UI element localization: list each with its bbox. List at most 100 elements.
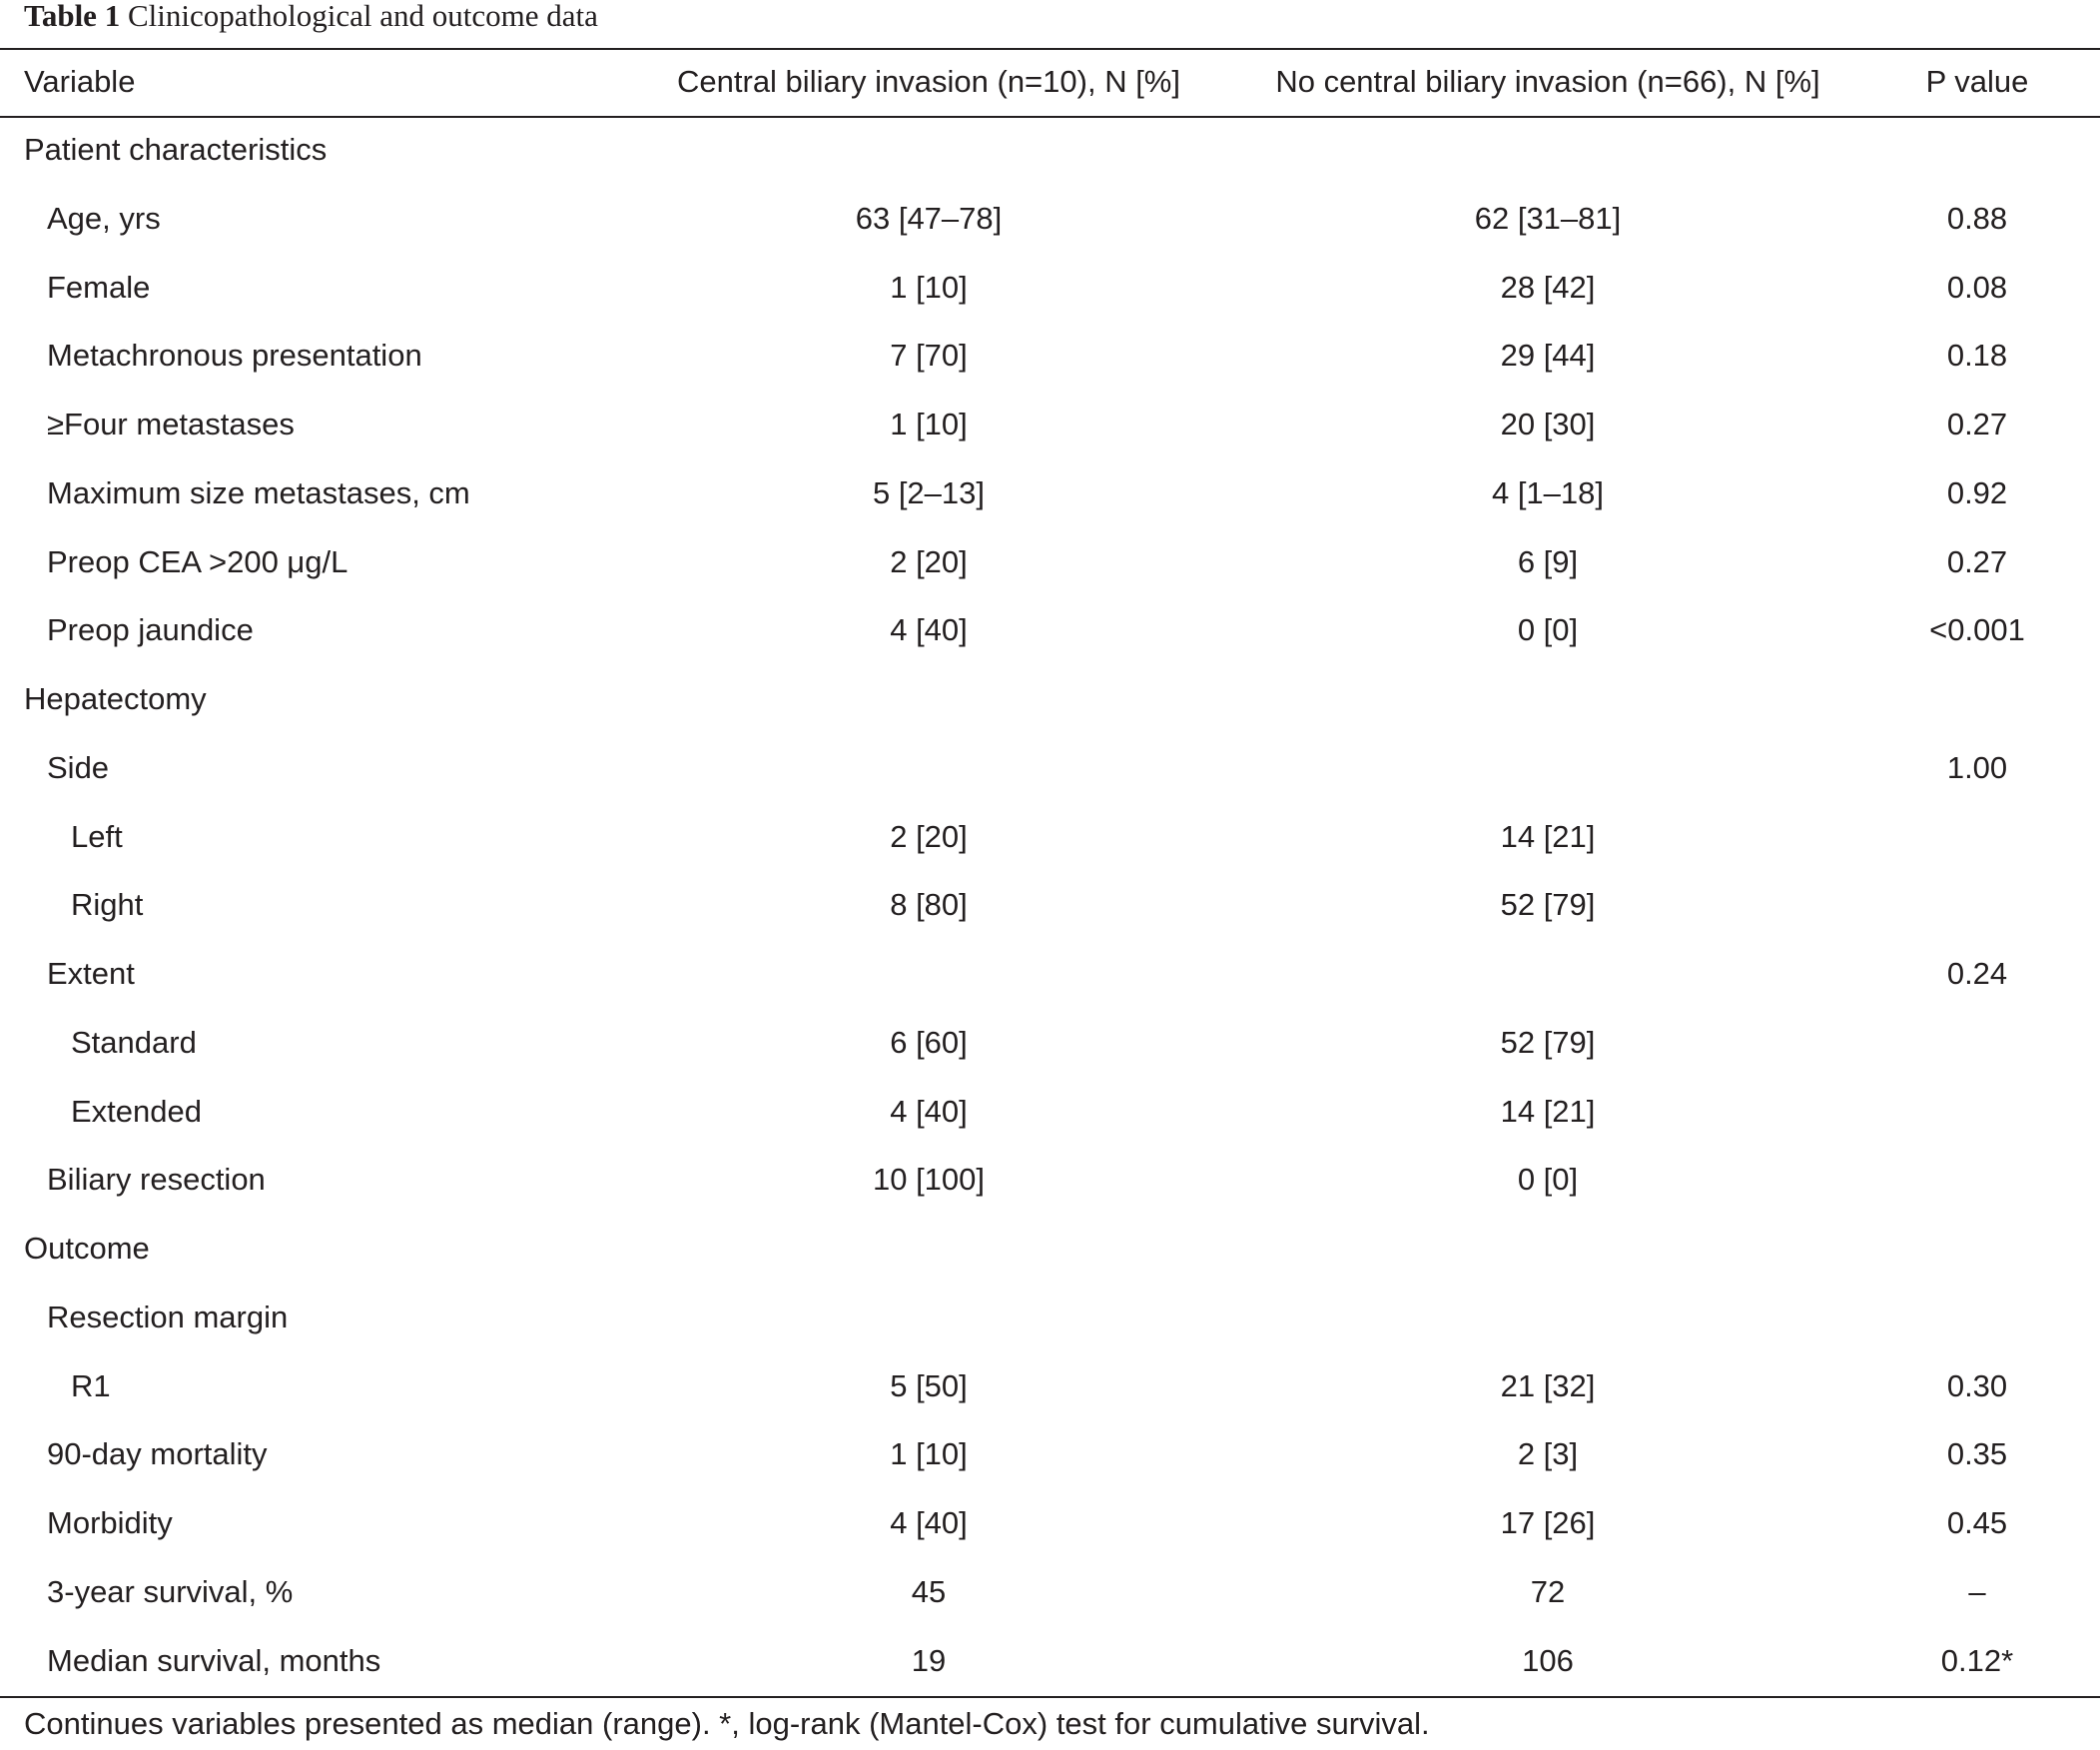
cell-no-central: 14 [21] xyxy=(1500,818,1596,854)
row-label: Left xyxy=(71,818,123,854)
cell-no-central: 0 [0] xyxy=(1517,1162,1579,1198)
row-label: Hepatectomy xyxy=(24,681,207,716)
cell-no-central: 72 xyxy=(1530,1573,1566,1609)
table-row: Extended 4 [40] 14 [21] xyxy=(0,1078,2100,1147)
cell-p-value: 0.27 xyxy=(1946,407,2008,441)
table-row: R1 5 [50] 21 [32] 0.30 xyxy=(0,1352,2100,1421)
cell-no-central: 14 [21] xyxy=(1500,1093,1596,1129)
top-rule xyxy=(0,48,2100,50)
cell-no-central: 6 [9] xyxy=(1517,543,1579,579)
table-row: Outcome xyxy=(0,1215,2100,1284)
cell-no-central: 17 [26] xyxy=(1500,1505,1596,1540)
cell-no-central: 4 [1–18] xyxy=(1491,474,1605,510)
row-label: Maximum size metastases, cm xyxy=(47,474,470,510)
table-row: Resection margin xyxy=(0,1284,2100,1352)
table-row: Age, yrs 63 [47–78] 62 [31–81] 0.88 xyxy=(0,185,2100,254)
table-row: Biliary resection 10 [100] 0 [0] xyxy=(0,1146,2100,1215)
row-label: 90-day mortality xyxy=(47,1436,268,1472)
cell-central: 6 [60] xyxy=(890,1024,968,1060)
cell-p-value: 0.12* xyxy=(1940,1642,2014,1678)
table-row: Hepatectomy xyxy=(0,665,2100,734)
cell-no-central: 52 [79] xyxy=(1500,887,1596,923)
cell-central: 63 [47–78] xyxy=(855,200,1003,236)
header-no-central-biliary-invasion: No central biliary invasion (n=66), N [%… xyxy=(1275,64,1820,99)
cell-central: 4 [40] xyxy=(890,1505,968,1540)
row-label: Side xyxy=(47,749,110,785)
row-label: Age, yrs xyxy=(47,200,161,236)
cell-no-central: 0 [0] xyxy=(1517,612,1579,648)
cell-central: 10 [100] xyxy=(872,1162,986,1198)
cell-p-value: 0.24 xyxy=(1946,956,2008,991)
cell-no-central: 52 [79] xyxy=(1500,1024,1596,1060)
row-label: Resection margin xyxy=(47,1299,289,1334)
table-title: Clinicopathological and outcome data xyxy=(127,0,598,33)
cell-no-central: 29 [44] xyxy=(1500,338,1596,374)
table-row: ≥Four metastases 1 [10] 20 [30] 0.27 xyxy=(0,391,2100,459)
table-row: Median survival, months 19 106 0.12* xyxy=(0,1627,2100,1696)
row-label: Extent xyxy=(47,956,135,991)
table-row: Side 1.00 xyxy=(0,734,2100,803)
table-row: 90-day mortality 1 [10] 2 [3] 0.35 xyxy=(0,1420,2100,1489)
row-label: Biliary resection xyxy=(47,1162,266,1198)
header-central-biliary-invasion: Central biliary invasion (n=10), N [%] xyxy=(677,64,1180,99)
header-p-value: P value xyxy=(1925,64,2029,99)
table-row: Metachronous presentation 7 [70] 29 [44]… xyxy=(0,322,2100,391)
table-row: Right 8 [80] 52 [79] xyxy=(0,871,2100,940)
row-label: Outcome xyxy=(24,1231,150,1266)
cell-p-value: 0.18 xyxy=(1946,338,2008,374)
table-label: Table 1 xyxy=(24,0,121,33)
cell-no-central: 28 [42] xyxy=(1500,269,1596,305)
cell-p-value: 0.88 xyxy=(1946,200,2008,236)
table-row: Preop jaundice 4 [40] 0 [0] <0.001 xyxy=(0,596,2100,665)
table-row: Morbidity 4 [40] 17 [26] 0.45 xyxy=(0,1489,2100,1558)
cell-no-central: 20 [30] xyxy=(1500,407,1596,441)
row-label: Morbidity xyxy=(47,1505,173,1540)
row-label: ≥Four metastases xyxy=(47,407,295,441)
cell-central: 1 [10] xyxy=(890,269,968,305)
table-row: Female 1 [10] 28 [42] 0.08 xyxy=(0,254,2100,323)
header-variable: Variable xyxy=(24,64,136,99)
cell-p-value: 0.27 xyxy=(1946,543,2008,579)
row-label: Median survival, months xyxy=(47,1642,381,1678)
row-label: Preop CEA >200 μg/L xyxy=(47,543,349,579)
table-row: 3-year survival, % 45 72 – xyxy=(0,1558,2100,1627)
cell-central: 8 [80] xyxy=(890,887,968,923)
cell-p-value: 0.08 xyxy=(1946,269,2008,305)
cell-p-value: 0.30 xyxy=(1946,1367,2008,1403)
cell-p-value: <0.001 xyxy=(1929,612,2025,648)
row-label: Preop jaundice xyxy=(47,612,254,648)
cell-no-central: 106 xyxy=(1522,1642,1574,1678)
table-row: Left 2 [20] 14 [21] xyxy=(0,803,2100,872)
row-label: Female xyxy=(47,269,151,305)
cell-central: 2 [20] xyxy=(890,543,968,579)
cell-central: 4 [40] xyxy=(890,612,968,648)
cell-no-central: 21 [32] xyxy=(1500,1367,1596,1403)
cell-central: 4 [40] xyxy=(890,1093,968,1129)
cell-p-value: – xyxy=(1968,1573,1986,1609)
cell-no-central: 2 [3] xyxy=(1517,1436,1579,1472)
row-label: Metachronous presentation xyxy=(47,338,422,374)
cell-central: 1 [10] xyxy=(890,407,968,441)
table-header-row: Variable Central biliary invasion (n=10)… xyxy=(0,48,2100,116)
cell-central: 19 xyxy=(911,1642,947,1678)
table-row: Extent 0.24 xyxy=(0,940,2100,1009)
table-row: Preop CEA >200 μg/L 2 [20] 6 [9] 0.27 xyxy=(0,528,2100,597)
table-row: Patient characteristics xyxy=(0,116,2100,185)
cell-central: 45 xyxy=(911,1573,947,1609)
cell-p-value: 1.00 xyxy=(1946,749,2008,785)
cell-central: 5 [50] xyxy=(890,1367,968,1403)
header-rule xyxy=(0,116,2100,118)
row-label: R1 xyxy=(71,1367,111,1403)
row-label: Standard xyxy=(71,1024,197,1060)
table-row: Maximum size metastases, cm 5 [2–13] 4 [… xyxy=(0,459,2100,528)
cell-central: 1 [10] xyxy=(890,1436,968,1472)
cell-central: 7 [70] xyxy=(890,338,968,374)
table-row: Standard 6 [60] 52 [79] xyxy=(0,1009,2100,1078)
row-label: Right xyxy=(71,887,144,923)
cell-central: 2 [20] xyxy=(890,818,968,854)
row-label: Patient characteristics xyxy=(24,132,328,167)
cell-p-value: 0.45 xyxy=(1946,1505,2008,1540)
table-caption: Table 1 Clinicopathological and outcome … xyxy=(24,0,598,38)
cell-central: 5 [2–13] xyxy=(872,474,986,510)
row-label: Extended xyxy=(71,1093,202,1129)
